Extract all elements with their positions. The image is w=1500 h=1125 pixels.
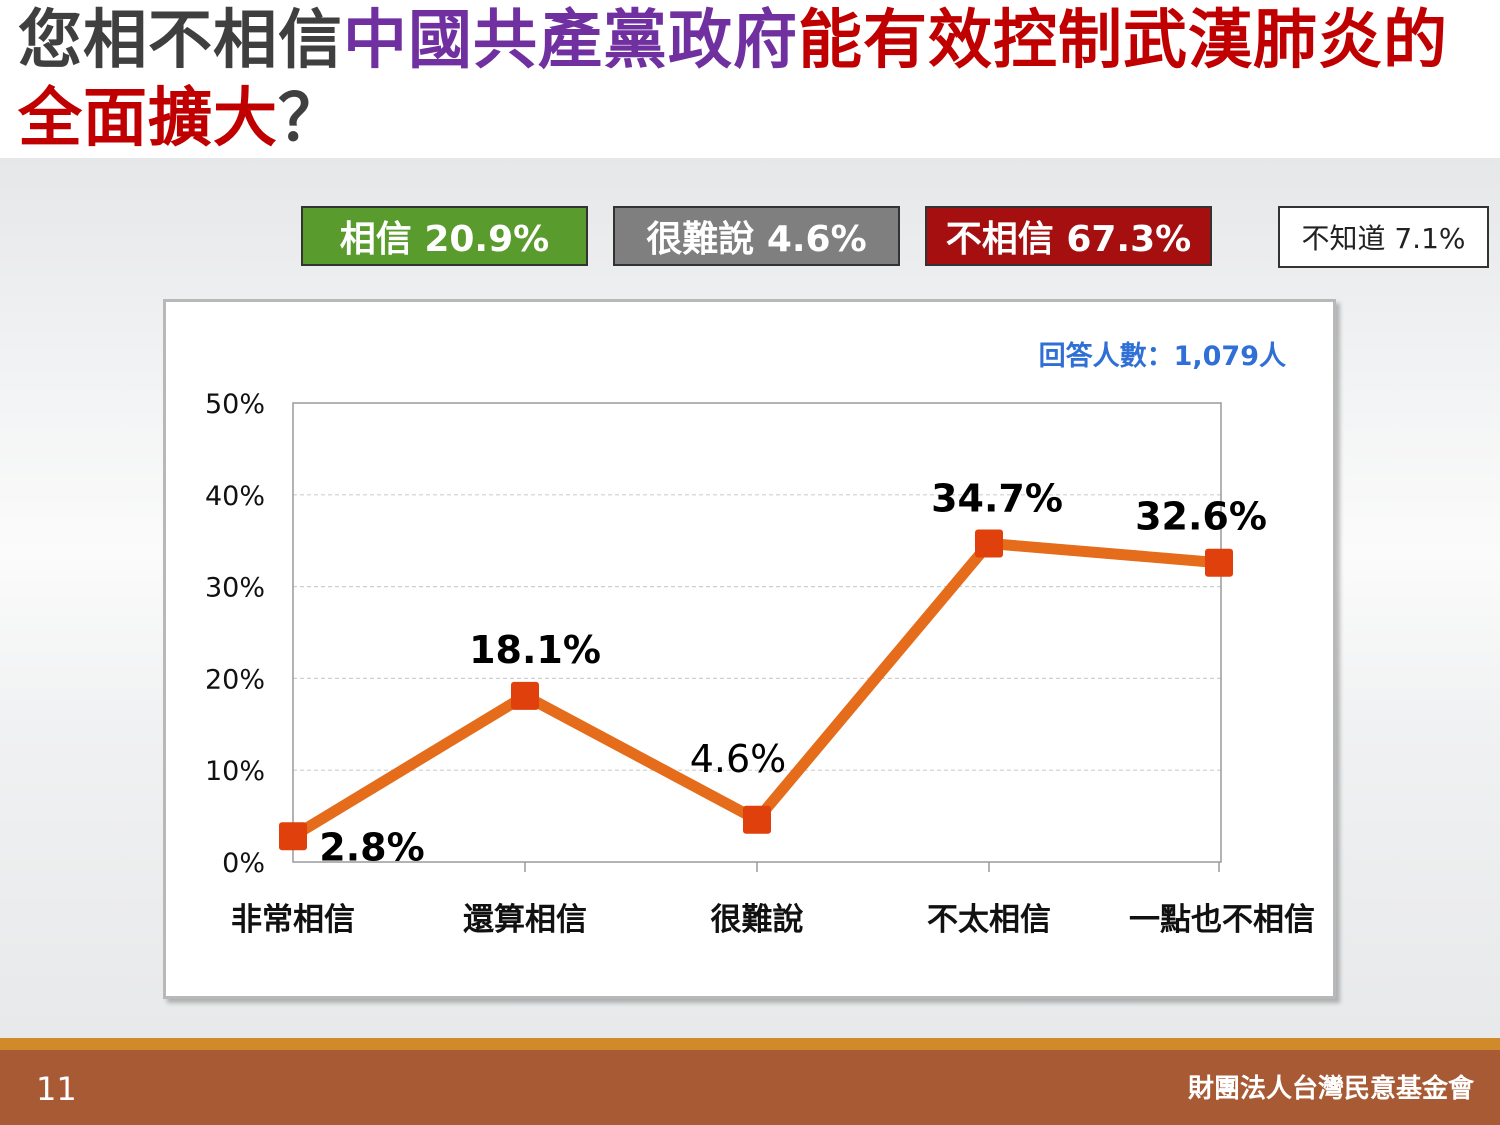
data-label: 34.7%	[931, 476, 1063, 520]
y-tick-label: 50%	[205, 389, 265, 420]
page-number: 11	[36, 1070, 77, 1108]
title-part-1: 您相不相信	[18, 4, 343, 78]
page-title: 您相不相信中國共產黨政府能有效控制武漢肺炎的全面擴大？	[18, 2, 1488, 158]
chart-panel	[163, 299, 1336, 999]
title-part-5: ？	[278, 82, 343, 156]
data-point	[1205, 548, 1233, 577]
data-point	[511, 681, 539, 710]
badge-hard-to-say: 很難說 4.6%	[613, 206, 900, 266]
badge-believe: 相信 20.9%	[301, 206, 588, 266]
badge-dont-know: 不知道 7.1%	[1278, 206, 1489, 268]
x-tick-label: 不太相信	[927, 902, 1051, 938]
y-axis: 0% 10% 20% 30% 40% 50%	[205, 389, 265, 879]
footer-bar	[0, 1050, 1500, 1125]
y-tick-label: 40%	[205, 481, 265, 512]
x-tick-label: 一點也不相信	[1129, 902, 1315, 938]
data-label: 4.6%	[690, 737, 787, 781]
data-labels: 2.8% 18.1% 4.6% 34.7% 32.6%	[319, 476, 1267, 869]
title-part-2: 中國共產黨政府	[343, 4, 798, 78]
organization-name: 財團法人台灣民意基金會	[1187, 1074, 1474, 1104]
data-label: 32.6%	[1135, 495, 1267, 539]
x-tick-label: 非常相信	[231, 902, 355, 938]
respondents-count: 回答人數：1,079人	[1039, 340, 1286, 372]
y-tick-label: 0%	[222, 848, 265, 879]
data-point	[975, 529, 1003, 558]
plot-frame	[292, 402, 1222, 863]
data-label: 18.1%	[469, 628, 601, 672]
y-tick-label: 30%	[205, 573, 265, 604]
y-tick-label: 20%	[205, 664, 265, 695]
y-tick-label: 10%	[205, 756, 265, 787]
data-point	[279, 822, 307, 851]
chart-gridlines	[293, 494, 1221, 771]
x-tick-label: 很難說	[711, 902, 804, 938]
footer-accent-line	[0, 1038, 1500, 1050]
data-point	[743, 805, 771, 834]
title-part-3: 能有效控制武漢肺炎的	[798, 4, 1448, 78]
x-tick-label: 還算相信	[463, 902, 587, 938]
badge-not-believe: 不相信 67.3%	[925, 206, 1212, 266]
data-label: 2.8%	[319, 825, 424, 869]
series-markers	[279, 529, 1233, 851]
title-part-4: 全面擴大	[18, 82, 278, 156]
x-axis: 非常相信 還算相信 很難說 不太相信 一點也不相信	[231, 862, 1315, 938]
series-line	[290, 537, 1220, 842]
